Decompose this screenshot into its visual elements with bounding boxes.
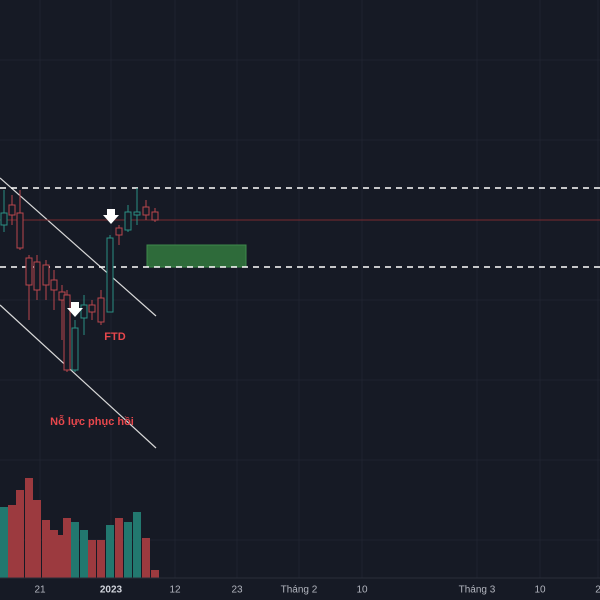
candle-body <box>142 206 150 216</box>
marks <box>0 187 600 578</box>
annotation: FTD <box>104 331 125 343</box>
volume-bar <box>115 518 123 578</box>
volume-bar <box>42 520 50 578</box>
candle-body <box>25 257 33 286</box>
volume-bar <box>25 478 33 578</box>
volume-bar <box>16 490 24 578</box>
zone <box>146 244 247 268</box>
x-tick-label: 10 <box>356 585 368 596</box>
x-tick-label: 23 <box>231 585 243 596</box>
trend-line <box>0 304 157 449</box>
candle-body <box>80 304 88 319</box>
annotation: Nỗ lực phục hồi <box>50 415 134 428</box>
volume-bar <box>80 530 88 578</box>
candle-body <box>42 264 50 286</box>
candle-body <box>33 261 41 291</box>
volume-bar <box>106 525 114 578</box>
volume-bar <box>8 505 16 578</box>
candle-body <box>106 237 114 313</box>
volume-bar <box>133 512 141 578</box>
candle-body <box>97 297 105 323</box>
x-axis <box>0 578 600 600</box>
volume-bar <box>88 540 96 578</box>
candle-body <box>0 212 8 226</box>
candle-body <box>115 227 123 236</box>
candle-body <box>151 211 159 221</box>
x-tick-label: 21 <box>34 585 46 596</box>
volume-bar <box>151 570 159 578</box>
x-tick-label: 10 <box>534 585 546 596</box>
candle-body <box>63 294 71 371</box>
candle-body <box>50 279 58 291</box>
volume-bar <box>33 500 41 578</box>
candle-body <box>88 304 96 313</box>
candle-body <box>16 212 24 249</box>
volume-bar <box>50 530 58 578</box>
volume-bar <box>124 522 132 578</box>
grid <box>0 0 600 578</box>
volume-bar <box>142 538 150 578</box>
x-tick-label: 2 <box>595 585 600 596</box>
volume-bar <box>71 522 79 578</box>
x-tick-label: Tháng 3 <box>459 585 496 596</box>
candle-body <box>71 327 79 371</box>
x-tick-label: 2023 <box>100 585 123 596</box>
candle-body <box>124 211 132 231</box>
volume-bar <box>97 540 105 578</box>
x-axis-labels: 21 2023 12 23 Tháng 2 10 Tháng 3 10 2 <box>34 585 600 596</box>
x-tick-label: Tháng 2 <box>281 585 318 596</box>
arrow-down <box>67 302 83 317</box>
volume-bar <box>63 518 71 578</box>
trend-line <box>0 177 157 317</box>
volume-bar <box>0 507 8 578</box>
volume-bar <box>58 535 66 578</box>
x-tick-label: 12 <box>169 585 181 596</box>
arrow-down <box>103 209 119 224</box>
candle-body <box>8 204 16 216</box>
candle-body <box>133 211 141 216</box>
